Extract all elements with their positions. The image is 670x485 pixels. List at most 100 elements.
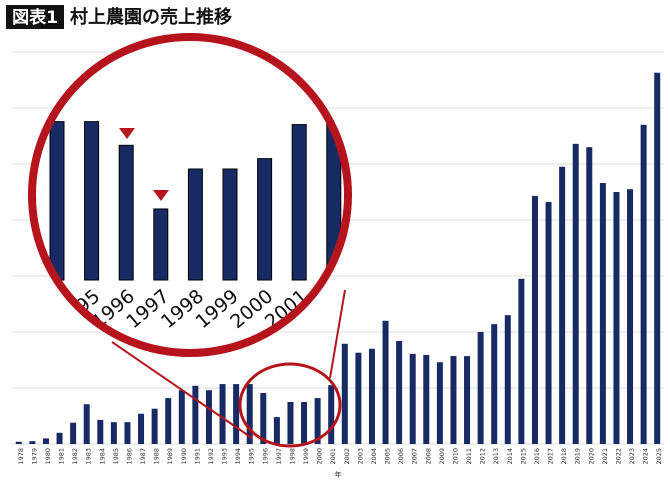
- bar: [314, 398, 321, 444]
- x-tick-label: 2001: [329, 448, 337, 465]
- x-tick-label: 2014: [506, 448, 514, 465]
- marker: [119, 128, 135, 139]
- bar: [260, 393, 267, 444]
- bar: [464, 356, 471, 444]
- bar: [477, 332, 484, 444]
- bar: [382, 320, 389, 444]
- x-tick-label: 2021: [601, 448, 609, 465]
- x-tick-label: 2008: [424, 448, 432, 465]
- x-tick-label: 2025: [655, 448, 663, 465]
- bar: [436, 362, 443, 444]
- x-tick-label: 2009: [438, 448, 446, 465]
- bar: [110, 422, 117, 444]
- x-tick-label: 2018: [560, 448, 568, 465]
- x-tick-label: 1982: [71, 448, 79, 465]
- x-tick-label: 1986: [125, 448, 133, 465]
- bar: [15, 441, 22, 444]
- x-tick-label: 1988: [153, 448, 161, 465]
- x-tick-label: 1994: [234, 448, 242, 465]
- x-tick-label: 1980: [44, 448, 52, 465]
- bar: [165, 398, 172, 444]
- bar: [355, 352, 362, 444]
- bar: [97, 419, 104, 444]
- bar: [328, 385, 335, 444]
- bar: [138, 413, 145, 444]
- x-tick-label: 1991: [193, 448, 201, 465]
- x-tick-label: 2017: [547, 448, 555, 465]
- x-tick-label: 1999: [302, 448, 310, 465]
- bar: [287, 402, 294, 444]
- bar: [233, 384, 240, 444]
- bar: [246, 384, 253, 444]
- zoom-ring: [28, 33, 352, 357]
- bars: [15, 72, 661, 445]
- zoom-bar: [291, 124, 307, 281]
- x-tick-label: 1978: [17, 448, 25, 465]
- x-tick-label: 2023: [628, 448, 636, 465]
- x-tick-label: 2022: [614, 448, 622, 465]
- figure-label: 図表1: [12, 7, 58, 28]
- bar: [531, 195, 538, 444]
- x-tick-label: 1983: [85, 448, 93, 465]
- title-badge: [6, 5, 64, 29]
- x-tick-label: 2024: [642, 448, 650, 465]
- bar: [151, 408, 158, 444]
- bar: [42, 438, 49, 444]
- bar: [491, 324, 498, 444]
- x-tick-label: 2016: [533, 448, 541, 465]
- x-tick-label: 1989: [166, 448, 174, 465]
- bar: [640, 124, 647, 445]
- zoom-bar: [257, 158, 273, 281]
- bar: [599, 183, 606, 445]
- x-tick-label: 1996: [261, 448, 269, 465]
- zoom-bar: [187, 168, 203, 281]
- bar: [518, 278, 525, 444]
- bar: [423, 354, 430, 444]
- x-tick-labels: 1978 1979 1980 1981 1982 1983 1984 1985 1986 1987…: [17, 448, 663, 465]
- bar: [341, 343, 348, 444]
- bar: [545, 202, 552, 444]
- bar: [192, 385, 199, 444]
- bar: [83, 404, 90, 444]
- bar: [273, 417, 280, 444]
- bar: [56, 432, 63, 444]
- x-tick-label: 2020: [587, 448, 595, 465]
- connector-line: [111, 341, 253, 439]
- zoom-bar: [153, 208, 169, 281]
- bar: [586, 147, 593, 444]
- bar: [396, 340, 403, 444]
- bar: [124, 422, 131, 444]
- connector-line: [329, 289, 346, 379]
- bar: [504, 315, 511, 444]
- bar: [368, 348, 375, 444]
- x-tick-label: 2012: [479, 448, 487, 465]
- bar: [613, 192, 620, 444]
- x-tick-label: 2003: [356, 448, 364, 465]
- x-tick-label: 2004: [370, 448, 378, 465]
- bar: [572, 143, 579, 444]
- x-tick-label: 2005: [384, 448, 392, 465]
- x-tick-label: 2002: [343, 448, 351, 465]
- highlight-ring: [238, 362, 342, 448]
- x-tick-label: 1997: [275, 448, 283, 465]
- x-tick-label: 1993: [221, 448, 229, 465]
- bar: [559, 166, 566, 445]
- x-tick-label: 2007: [411, 448, 419, 465]
- bar: [301, 402, 308, 444]
- bar: [29, 441, 36, 444]
- x-tick-label: 1990: [180, 448, 188, 465]
- chart-title: 村上農園の売上推移: [70, 6, 232, 28]
- bar: [178, 390, 185, 444]
- x-tick-label: 2010: [451, 448, 459, 465]
- bar: [409, 353, 416, 444]
- zoom-bar: [118, 144, 134, 281]
- zoom-bar: [49, 121, 65, 281]
- bar: [450, 356, 457, 444]
- x-tick-label: 1998: [288, 448, 296, 465]
- x-tick-label: 1987: [139, 448, 147, 465]
- x-tick-label: 1985: [112, 448, 120, 465]
- zoom-bar: [84, 121, 100, 281]
- x-tick-label: 2019: [574, 448, 582, 465]
